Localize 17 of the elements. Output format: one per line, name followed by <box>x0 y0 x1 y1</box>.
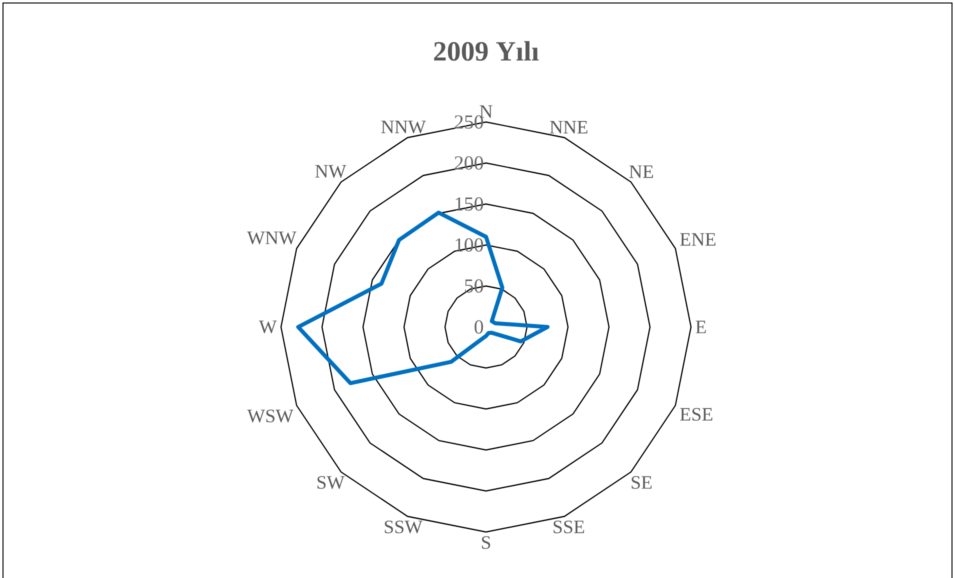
spoke-label: SSE <box>554 520 584 534</box>
y-tick-label: 0 <box>474 320 484 334</box>
spoke-label: SSW <box>384 520 422 534</box>
spoke-label: SW <box>318 476 345 489</box>
chart-title: 2009 Yılı <box>434 41 539 61</box>
spoke-label: WNW <box>247 232 296 244</box>
spoke-label: NNE <box>550 121 588 134</box>
spoke-label: NE <box>629 165 654 178</box>
spoke-label: SE <box>632 476 652 489</box>
spoke-label: ESE <box>680 408 712 421</box>
spoke-label: NW <box>315 165 346 178</box>
spoke-label: WSW <box>247 410 294 422</box>
spoke-label: E <box>696 320 706 334</box>
spoke-label: S <box>482 536 490 549</box>
spoke-label: W <box>258 320 277 334</box>
spoke-label: NNW <box>381 120 426 134</box>
spoke-label: ENE <box>680 233 716 246</box>
